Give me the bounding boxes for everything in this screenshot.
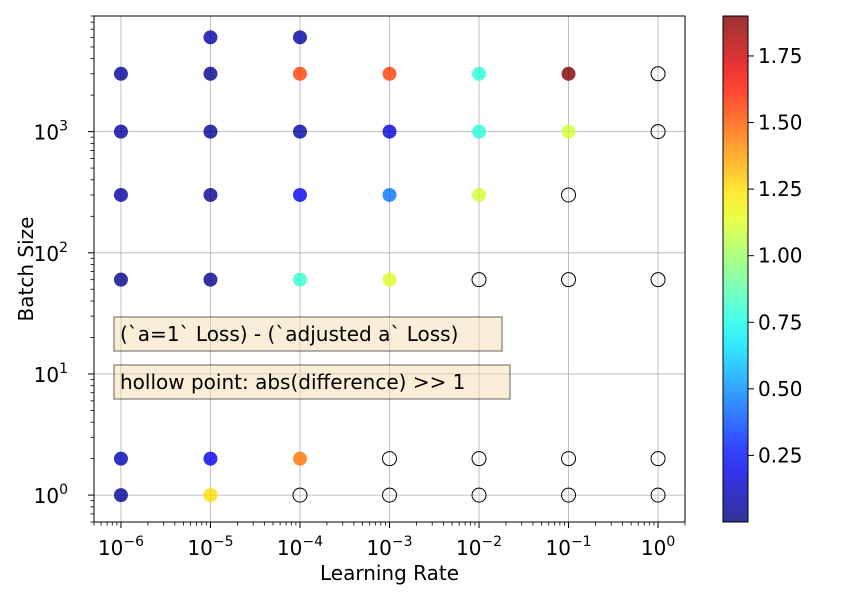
colorbar-tick-label: 1.75 xyxy=(758,44,803,68)
hollow-data-point xyxy=(650,487,666,503)
hollow-data-point xyxy=(382,487,397,503)
data-point xyxy=(472,66,487,81)
data-point xyxy=(382,124,397,139)
hollow-data-point xyxy=(650,451,666,467)
colorbar-tick-label: 1.00 xyxy=(758,244,803,268)
hollow-data-point xyxy=(561,187,577,203)
x-tick-label: 10−5 xyxy=(187,534,233,560)
data-point xyxy=(113,451,128,466)
x-tick-label: 10−4 xyxy=(277,534,323,560)
data-point xyxy=(292,30,307,45)
colorbar-tick-label: 1.50 xyxy=(758,111,803,135)
hollow-data-point xyxy=(650,66,666,82)
annotation-hollow-text: hollow point: abs(difference) >> 1 xyxy=(120,370,465,394)
data-point xyxy=(203,488,218,503)
y-tick-label: 100 xyxy=(34,482,68,508)
hollow-data-point xyxy=(650,272,666,288)
data-point xyxy=(203,187,218,202)
grid-lines xyxy=(94,16,685,522)
data-point xyxy=(472,187,487,202)
data-point xyxy=(113,124,128,139)
data-point xyxy=(203,124,218,139)
colorbar-tick-label: 1.25 xyxy=(758,177,803,201)
hollow-data-point xyxy=(561,451,577,467)
data-point xyxy=(203,66,218,81)
data-point xyxy=(292,451,307,466)
data-point xyxy=(203,30,218,45)
hollow-data-point xyxy=(471,272,487,288)
data-point xyxy=(292,187,307,202)
data-points xyxy=(113,30,666,503)
data-point xyxy=(561,124,576,139)
data-point xyxy=(382,66,397,81)
x-axis-label: Learning Rate xyxy=(320,561,459,585)
data-point xyxy=(203,451,218,466)
x-tick-label: 10−6 xyxy=(98,534,144,560)
y-tick-label: 102 xyxy=(34,240,68,266)
hollow-data-point xyxy=(561,272,577,288)
colorbar-ticks: 0.25 0.50 0.75 1.00 1.25 1.50 1.75 xyxy=(748,44,803,467)
hollow-data-point xyxy=(561,487,577,503)
x-tick-label: 10−2 xyxy=(456,534,502,560)
y-tick-label: 101 xyxy=(34,361,68,387)
colorbar-tick-label: 0.25 xyxy=(758,443,803,467)
x-tick-label: 10−3 xyxy=(366,534,412,560)
colorbar: 0.25 0.50 0.75 1.00 1.25 1.50 1.75 xyxy=(722,15,803,523)
data-point xyxy=(292,66,307,81)
hollow-data-point xyxy=(292,487,308,503)
colorbar-tick-label: 0.50 xyxy=(758,377,803,401)
data-point xyxy=(113,66,128,81)
colorbar-gradient xyxy=(723,16,748,522)
annotation-box-difference: (`a=1` Loss) - (`adjusted a` Loss) xyxy=(113,316,503,352)
data-point xyxy=(472,124,487,139)
data-point xyxy=(561,66,576,81)
hollow-data-point xyxy=(382,451,397,467)
y-tick-label: 103 xyxy=(34,119,68,145)
data-point xyxy=(382,272,397,287)
annotation-difference-text: (`a=1` Loss) - (`adjusted a` Loss) xyxy=(120,322,458,346)
data-point xyxy=(203,272,218,287)
axis-ticks xyxy=(88,15,686,528)
axis-tick-labels: 10−6 10−5 10−4 10−3 10−2 10−1 100 100 101 102 103 xyxy=(34,119,676,560)
data-point xyxy=(382,187,397,202)
colorbar-frame xyxy=(722,15,749,523)
x-tick-label: 10−1 xyxy=(545,534,591,560)
hollow-data-point xyxy=(471,487,487,503)
data-point xyxy=(113,187,128,202)
data-point xyxy=(113,488,128,503)
data-point xyxy=(113,272,128,287)
data-point xyxy=(292,272,307,287)
data-point xyxy=(292,124,307,139)
hollow-data-point xyxy=(650,124,666,140)
annotation-box-hollow: hollow point: abs(difference) >> 1 xyxy=(113,364,511,400)
colorbar-tick-label: 0.75 xyxy=(758,310,803,334)
hollow-data-point xyxy=(471,451,487,467)
y-axis-label: Batch Size xyxy=(14,217,38,322)
x-tick-label: 100 xyxy=(641,534,675,560)
